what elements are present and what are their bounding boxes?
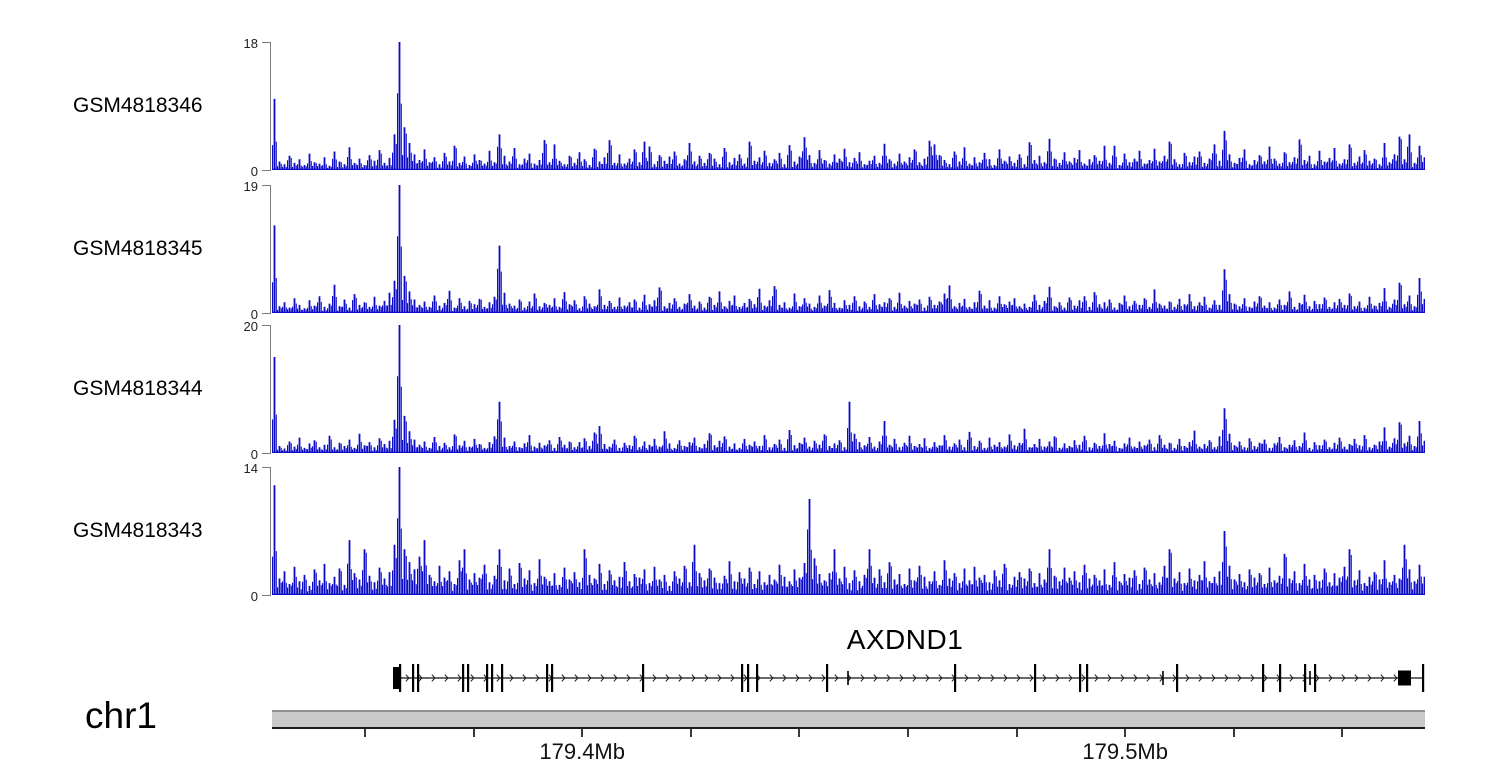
y-axis-line <box>270 42 271 171</box>
y-axis-max-label: 18 <box>243 36 258 51</box>
track-label: GSM4818343 <box>73 519 203 542</box>
ruler-tick <box>1124 729 1127 737</box>
gene-model <box>393 664 1425 692</box>
y-axis-zero-label: 0 <box>250 307 258 322</box>
coordinate-label-left: 179.4Mb <box>539 739 625 764</box>
y-axis-line <box>270 467 271 596</box>
y-axis-max-label: 19 <box>243 179 258 194</box>
y-axis-zero-label: 0 <box>250 589 258 604</box>
signal-track-GSM4818344 <box>272 325 1425 453</box>
ruler-tick <box>1341 729 1344 737</box>
gene-name-label: AXDND1 <box>846 624 964 655</box>
y-axis-max-label: 14 <box>243 461 258 476</box>
signal-area <box>272 42 1425 170</box>
coordinate-label-right: 179.5Mb <box>1082 739 1168 764</box>
y-axis-zero-label: 0 <box>250 447 258 462</box>
track-label: GSM4818345 <box>73 237 203 260</box>
y-axis-bottom-tick <box>262 453 270 454</box>
signal-track-GSM4818346 <box>272 42 1425 170</box>
ruler-tick <box>581 729 584 737</box>
y-axis-top-tick <box>262 325 270 326</box>
y-axis-bottom-tick <box>262 595 270 596</box>
signal-track-GSM4818345 <box>272 185 1425 313</box>
ruler-tick <box>689 729 692 737</box>
signal-area <box>272 325 1425 453</box>
ruler-tick <box>1232 729 1235 737</box>
y-axis-top-tick <box>262 185 270 186</box>
y-axis-top-tick <box>262 42 270 43</box>
y-axis-top-tick <box>262 467 270 468</box>
ruler-tick <box>472 729 475 737</box>
ruler-tick <box>907 729 909 737</box>
signal-area <box>272 185 1425 313</box>
track-label: GSM4818346 <box>73 94 203 117</box>
ruler-tick <box>798 729 801 737</box>
y-axis-bottom-tick <box>262 313 270 314</box>
signal-area <box>272 467 1425 595</box>
y-axis-line <box>270 325 271 454</box>
y-axis-bottom-tick <box>262 170 270 171</box>
chromosome-ruler-bar <box>272 710 1425 729</box>
y-axis-max-label: 20 <box>243 319 258 334</box>
chromosome-label: chr1 <box>85 695 157 736</box>
signal-track-GSM4818343 <box>272 467 1425 595</box>
track-label: GSM4818344 <box>73 377 203 400</box>
ruler-tick <box>1015 729 1018 737</box>
ruler-tick <box>364 729 366 737</box>
y-axis-zero-label: 0 <box>250 164 258 179</box>
y-axis-line <box>270 185 271 314</box>
